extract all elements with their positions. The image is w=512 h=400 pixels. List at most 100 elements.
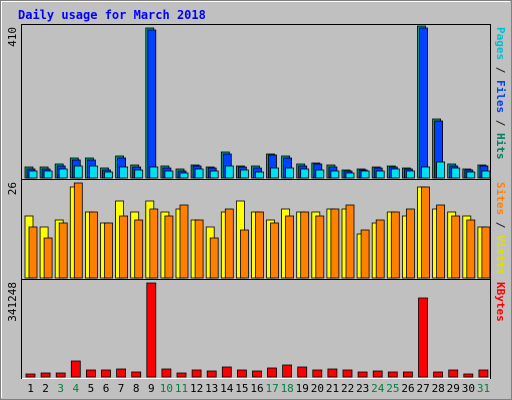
- bar-sites-day-18: [285, 215, 295, 279]
- bar-kbytes-day-16: [252, 370, 262, 378]
- day-label: 2: [42, 382, 49, 395]
- day-label: 22: [341, 382, 354, 395]
- bar-kbytes-day-25: [387, 371, 398, 378]
- panel-max-value-label: 410: [6, 27, 19, 47]
- day-label: 3: [57, 382, 64, 395]
- day-label: 14: [220, 382, 234, 395]
- bar-sites-day-7: [119, 215, 128, 279]
- bar-kbytes-day-2: [40, 372, 51, 378]
- bar-sites-day-8: [134, 219, 144, 279]
- bar-kbytes-day-8: [131, 371, 142, 378]
- bar-sites-day-6: [104, 222, 113, 279]
- bar-sites-day-23: [360, 229, 370, 279]
- bar-sites-day-29: [451, 215, 461, 279]
- bar-pages-day-6: [104, 171, 113, 179]
- bar-kbytes-day-3: [55, 372, 66, 378]
- day-label: 20: [311, 382, 324, 395]
- day-label: 10: [160, 382, 173, 395]
- bar-pages-day-26: [405, 170, 415, 179]
- panel-series-legend: Pages / Files / Hits: [494, 27, 507, 160]
- bar-pages-day-31: [481, 170, 491, 179]
- bar-pages-day-7: [119, 166, 128, 179]
- legend-entry: Sites: [494, 182, 507, 215]
- panel-max-value-label: 26: [6, 182, 19, 195]
- day-label: 27: [416, 382, 429, 395]
- bar-kbytes-day-18: [282, 364, 293, 378]
- day-label: 29: [447, 382, 460, 395]
- bar-sites-day-24: [375, 219, 385, 279]
- day-label: 30: [462, 382, 475, 395]
- day-label: 28: [432, 382, 445, 395]
- panel-1: 410 Pages / Files / Hits: [6, 24, 507, 180]
- bar-sites-day-19: [300, 211, 310, 279]
- panel-3: 341248 KBytes: [6, 279, 507, 379]
- day-label: 5: [88, 382, 95, 395]
- bar-sites-day-31: [481, 226, 491, 279]
- chart-title: Daily usage for March 2018: [18, 8, 206, 22]
- bar-pages-day-8: [134, 169, 144, 179]
- day-label: 1: [27, 382, 34, 395]
- legend-entry: /: [494, 215, 507, 235]
- bar-sites-day-13: [209, 237, 219, 279]
- day-label: 6: [103, 382, 110, 395]
- bar-sites-day-9: [149, 208, 159, 279]
- bar-sites-day-27: [421, 186, 430, 279]
- day-label: 13: [205, 382, 218, 395]
- day-label: 18: [281, 382, 294, 395]
- bar-kbytes-day-28: [433, 371, 444, 378]
- panel-series-legend: KBytes: [494, 282, 507, 322]
- bar-sites-day-5: [89, 211, 98, 279]
- bar-kbytes-day-20: [312, 369, 323, 378]
- bar-sites-day-25: [390, 211, 400, 279]
- bar-kbytes-day-19: [297, 366, 308, 378]
- bar-kbytes-day-6: [101, 369, 111, 378]
- panel-2: 26 Sites / Visits: [6, 179, 507, 280]
- legend-entry: KBytes: [494, 282, 507, 322]
- legend-entry: Hits: [494, 133, 507, 160]
- bar-pages-day-22: [345, 172, 355, 179]
- day-label: 12: [190, 382, 203, 395]
- bar-pages-day-30: [466, 171, 476, 179]
- bar-pages-day-11: [179, 172, 189, 179]
- day-label: 21: [326, 382, 339, 395]
- bar-kbytes-day-27: [418, 297, 428, 378]
- bar-sites-day-14: [224, 208, 234, 279]
- bar-pages-day-1: [28, 170, 38, 179]
- day-label: 7: [118, 382, 125, 395]
- bar-kbytes-day-11: [176, 372, 187, 378]
- bar-sites-day-4: [73, 182, 83, 279]
- day-label: 11: [175, 382, 188, 395]
- bar-pages-day-4: [73, 165, 83, 179]
- bar-pages-day-20: [315, 169, 325, 179]
- bar-kbytes-day-31: [478, 369, 489, 378]
- panel-series-legend: Sites / Visits: [494, 182, 507, 275]
- bar-kbytes-day-22: [342, 369, 353, 378]
- day-label: 23: [356, 382, 369, 395]
- day-label: 4: [72, 382, 79, 395]
- bar-pages-day-29: [451, 167, 461, 179]
- bar-sites-day-1: [28, 226, 38, 279]
- bar-sites-day-10: [164, 215, 174, 279]
- bar-pages-day-24: [375, 170, 385, 179]
- bar-kbytes-day-7: [116, 368, 126, 378]
- bar-kbytes-day-10: [161, 368, 172, 378]
- legend-entry: /: [494, 60, 507, 80]
- bar-sites-day-20: [315, 215, 325, 279]
- bar-pages-day-12: [194, 168, 204, 179]
- bar-sites-day-16: [255, 211, 264, 279]
- bar-sites-day-12: [194, 219, 204, 279]
- bar-kbytes-day-26: [402, 371, 413, 378]
- day-label: 8: [133, 382, 140, 395]
- day-label: 15: [235, 382, 248, 395]
- bar-kbytes-day-12: [191, 369, 202, 378]
- bar-sites-day-28: [436, 204, 446, 279]
- panel-frame: [21, 279, 491, 379]
- bar-pages-day-14: [224, 165, 234, 179]
- bar-pages-day-13: [209, 170, 219, 179]
- bar-pages-day-3: [58, 168, 68, 179]
- chart-panels: 410 Pages / Files / Hits 26 Sites / Visits 3…: [6, 24, 507, 379]
- day-label: 24: [371, 382, 385, 395]
- bar-pages-day-10: [164, 170, 174, 179]
- bar-sites-day-30: [466, 219, 476, 279]
